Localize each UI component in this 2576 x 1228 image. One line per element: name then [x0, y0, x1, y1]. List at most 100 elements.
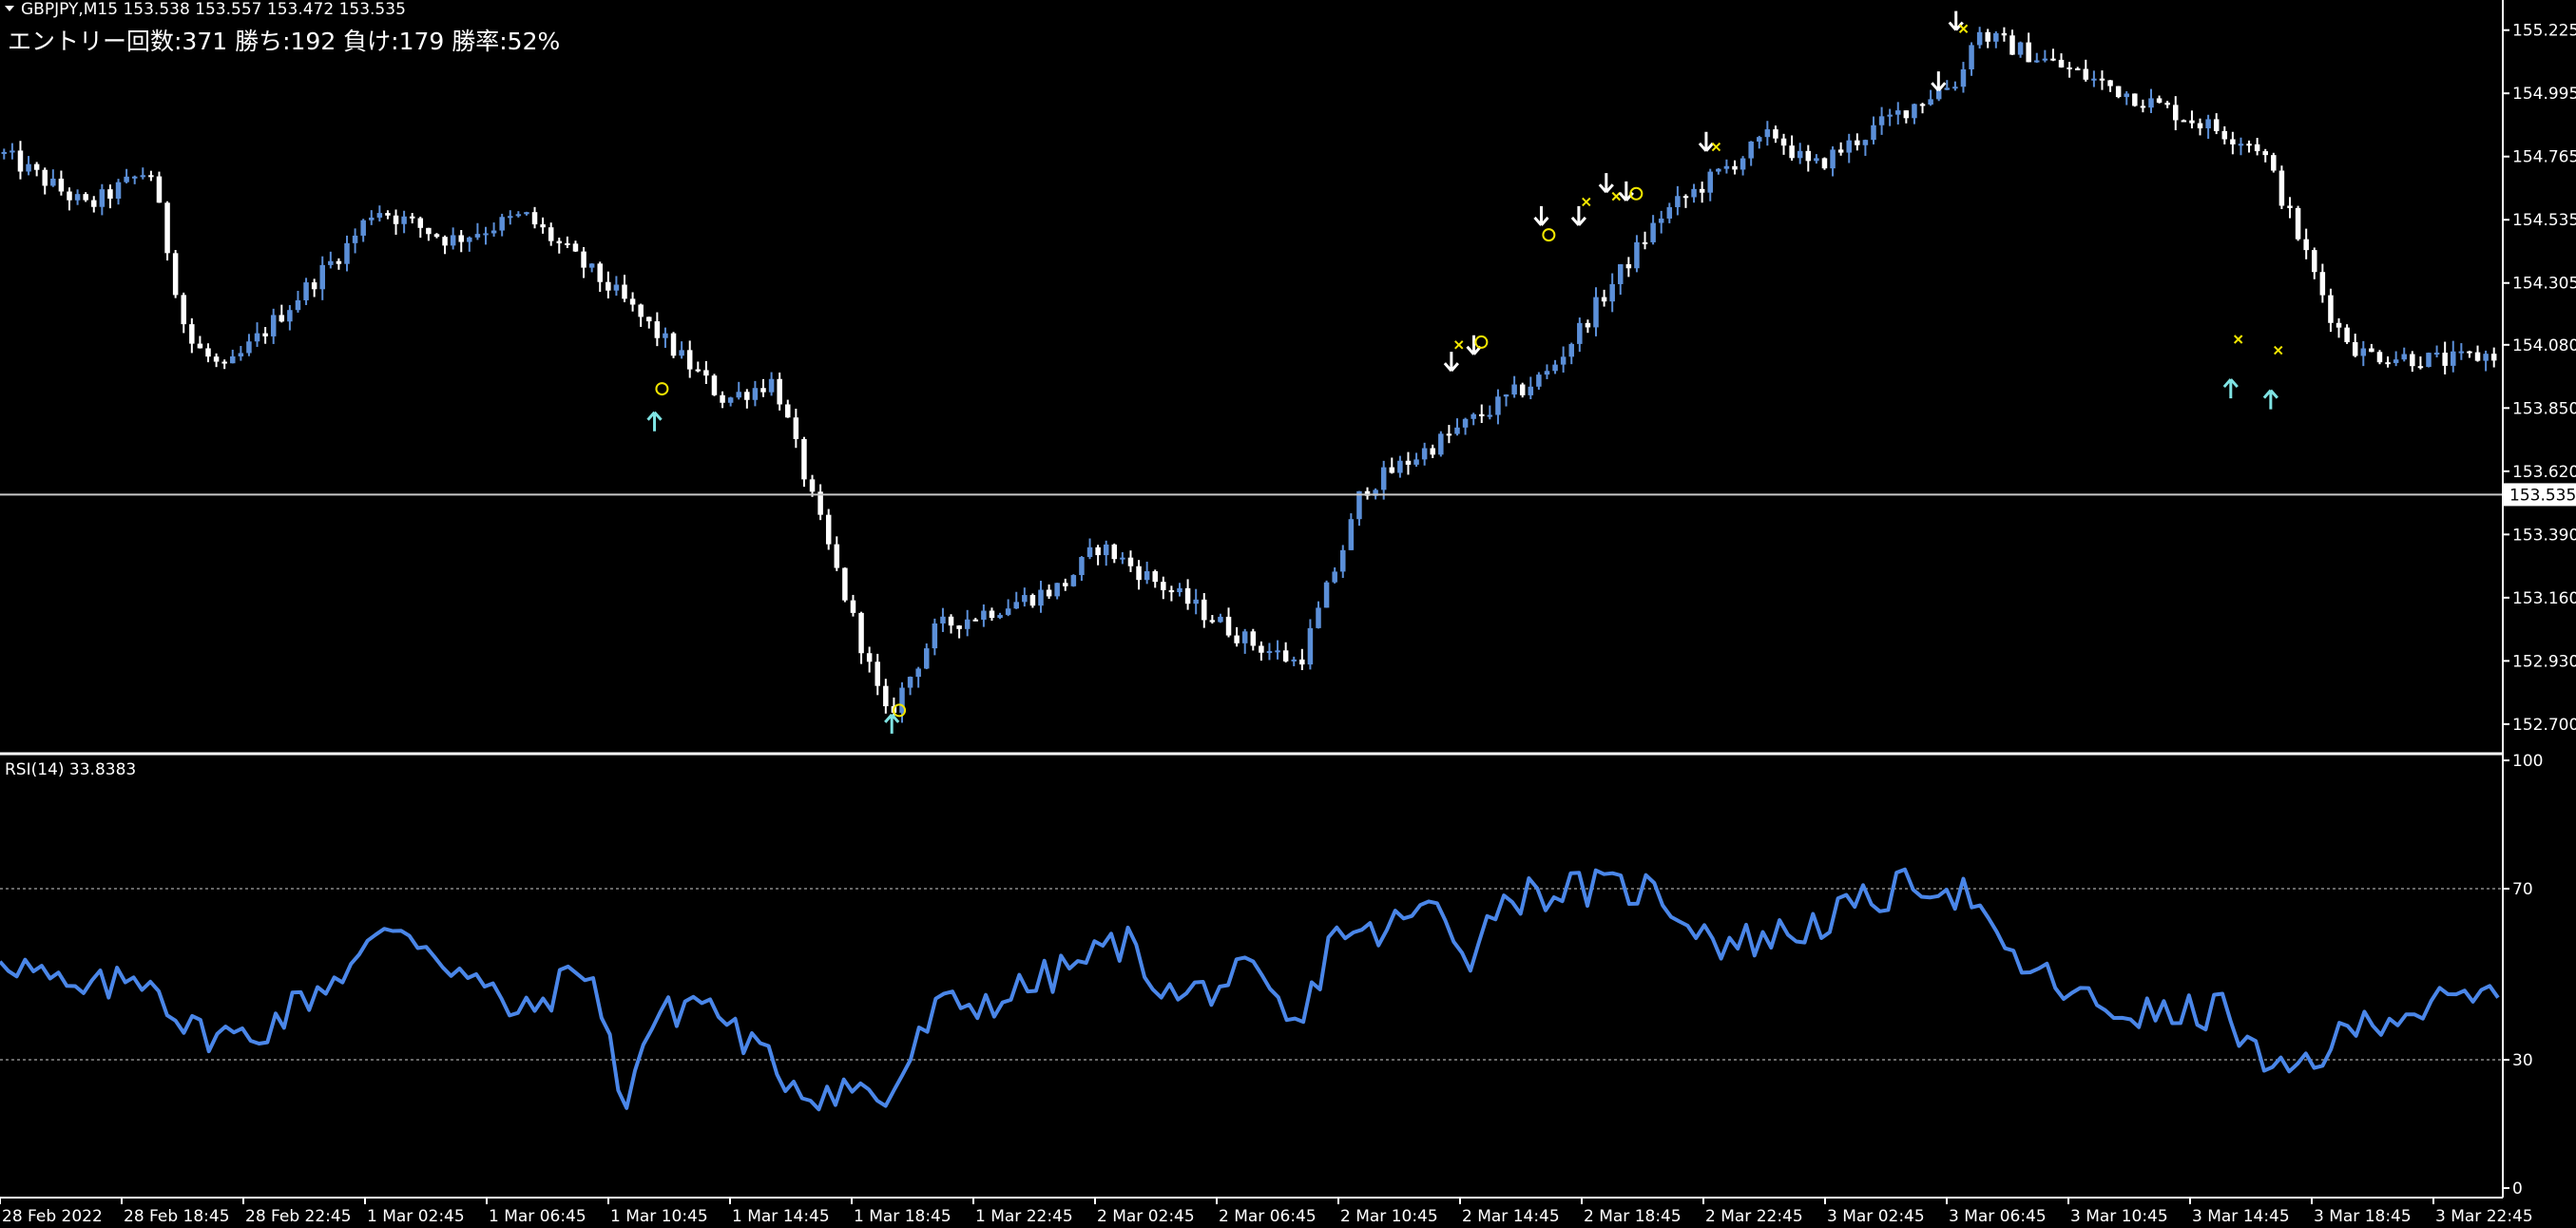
candle-body	[328, 260, 334, 265]
candle-body	[1919, 104, 1926, 106]
candle-body	[834, 544, 840, 568]
rsi-tick-label: 0	[2512, 1180, 2523, 1199]
candle-body	[1430, 448, 1435, 455]
candle-body	[319, 264, 325, 290]
candle-body	[809, 479, 816, 492]
price-pane[interactable]	[0, 10, 2502, 734]
candle-body	[474, 234, 481, 238]
candle-body	[768, 378, 775, 393]
rsi-tick-label: 30	[2512, 1051, 2533, 1070]
win-circle-icon	[655, 382, 669, 396]
candle-body	[2467, 351, 2472, 354]
candle-body	[556, 240, 563, 243]
candle-body	[1642, 241, 1648, 244]
candle-body	[629, 298, 636, 305]
candle-body	[531, 212, 538, 225]
candle-body	[1821, 158, 1828, 169]
candle-body	[91, 200, 97, 207]
candle-body	[1952, 86, 1958, 89]
candle-body	[1316, 607, 1321, 628]
candle-body	[99, 189, 106, 207]
loss-cross-icon	[1711, 142, 1721, 152]
candle-body	[2287, 205, 2293, 208]
candle-body	[1837, 149, 1844, 153]
collapse-triangle-icon[interactable]	[5, 6, 14, 11]
candle-body	[1814, 158, 1819, 162]
candle-body	[2401, 354, 2407, 360]
time-tick-label: 2 Mar 02:45	[1097, 1207, 1195, 1226]
candle-body	[1479, 413, 1485, 416]
sell-arrow-icon	[1598, 173, 1614, 194]
time-tick-label: 3 Mar 10:45	[2070, 1207, 2168, 1226]
sell-arrow-icon	[1533, 205, 1549, 226]
candle-body	[1960, 68, 1967, 87]
candle-body	[1307, 627, 1314, 665]
candle-body	[1070, 575, 1077, 586]
candle-body	[638, 304, 644, 317]
candle-body	[1389, 467, 1395, 473]
loss-cross-icon	[2233, 335, 2243, 344]
time-tick-label: 1 Mar 10:45	[610, 1207, 708, 1226]
candle-body	[1536, 374, 1542, 387]
loss-cross-icon	[1958, 24, 1969, 33]
buy-arrow-icon	[2222, 378, 2239, 399]
candle-body	[720, 394, 725, 403]
candle-body	[1209, 620, 1216, 623]
candle-body	[2369, 348, 2374, 353]
candle-body	[115, 182, 122, 200]
candle-body	[940, 616, 946, 624]
candle-body	[1111, 544, 1118, 560]
candle-body	[524, 212, 529, 215]
price-tick-label: 153.390	[2512, 526, 2576, 545]
price-tick-label: 154.995	[2512, 85, 2576, 104]
candle-body	[1601, 297, 1607, 302]
candle-body	[581, 251, 586, 268]
candle-body	[1079, 557, 1085, 576]
candle-body	[875, 662, 880, 686]
candle-body	[2278, 170, 2285, 206]
candle-body	[1789, 145, 1795, 159]
candle-body	[295, 299, 301, 311]
candle-body	[1120, 557, 1125, 560]
candle-body	[1095, 547, 1101, 556]
candle-body	[1568, 343, 1574, 357]
candle-body	[2156, 98, 2163, 104]
candle-body	[26, 163, 31, 172]
candle-body	[2140, 106, 2146, 108]
candle-body	[597, 263, 603, 282]
candle-body	[1250, 631, 1257, 646]
candle-body	[866, 653, 873, 662]
candle-body	[67, 191, 72, 201]
candle-body	[458, 235, 464, 242]
time-tick-label: 3 Mar 02:45	[1827, 1207, 1925, 1226]
candle-body	[1928, 99, 1933, 106]
candle-body	[1177, 587, 1182, 593]
candle-body	[1348, 519, 1355, 550]
candle-body	[1405, 460, 1412, 465]
candle-body	[2058, 59, 2065, 67]
candle-body	[760, 388, 766, 393]
candle-body	[997, 614, 1003, 619]
candle-body	[1299, 659, 1305, 665]
candle-body	[2230, 139, 2236, 144]
candle-body	[2246, 144, 2252, 146]
candle-body	[1634, 241, 1640, 269]
candle-body	[2213, 119, 2220, 131]
candle-body	[744, 392, 750, 400]
candle-body	[1046, 589, 1052, 597]
buy-arrow-icon	[2262, 389, 2278, 410]
sell-arrow-icon	[1443, 352, 1459, 373]
price-tick-label: 153.620	[2512, 463, 2576, 482]
candle-body	[213, 356, 220, 362]
rsi-pane[interactable]	[0, 867, 2502, 1112]
candle-body	[981, 610, 987, 620]
candle-body	[50, 178, 56, 186]
candle-body	[2254, 144, 2260, 152]
time-tick-label: 28 Feb 18:45	[124, 1207, 230, 1226]
candle-body	[124, 176, 129, 182]
candle-body	[703, 370, 709, 376]
time-tick-label: 2 Mar 06:45	[1219, 1207, 1317, 1226]
time-tick-label: 2 Mar 18:45	[1584, 1207, 1682, 1226]
candle-body	[1364, 490, 1371, 496]
